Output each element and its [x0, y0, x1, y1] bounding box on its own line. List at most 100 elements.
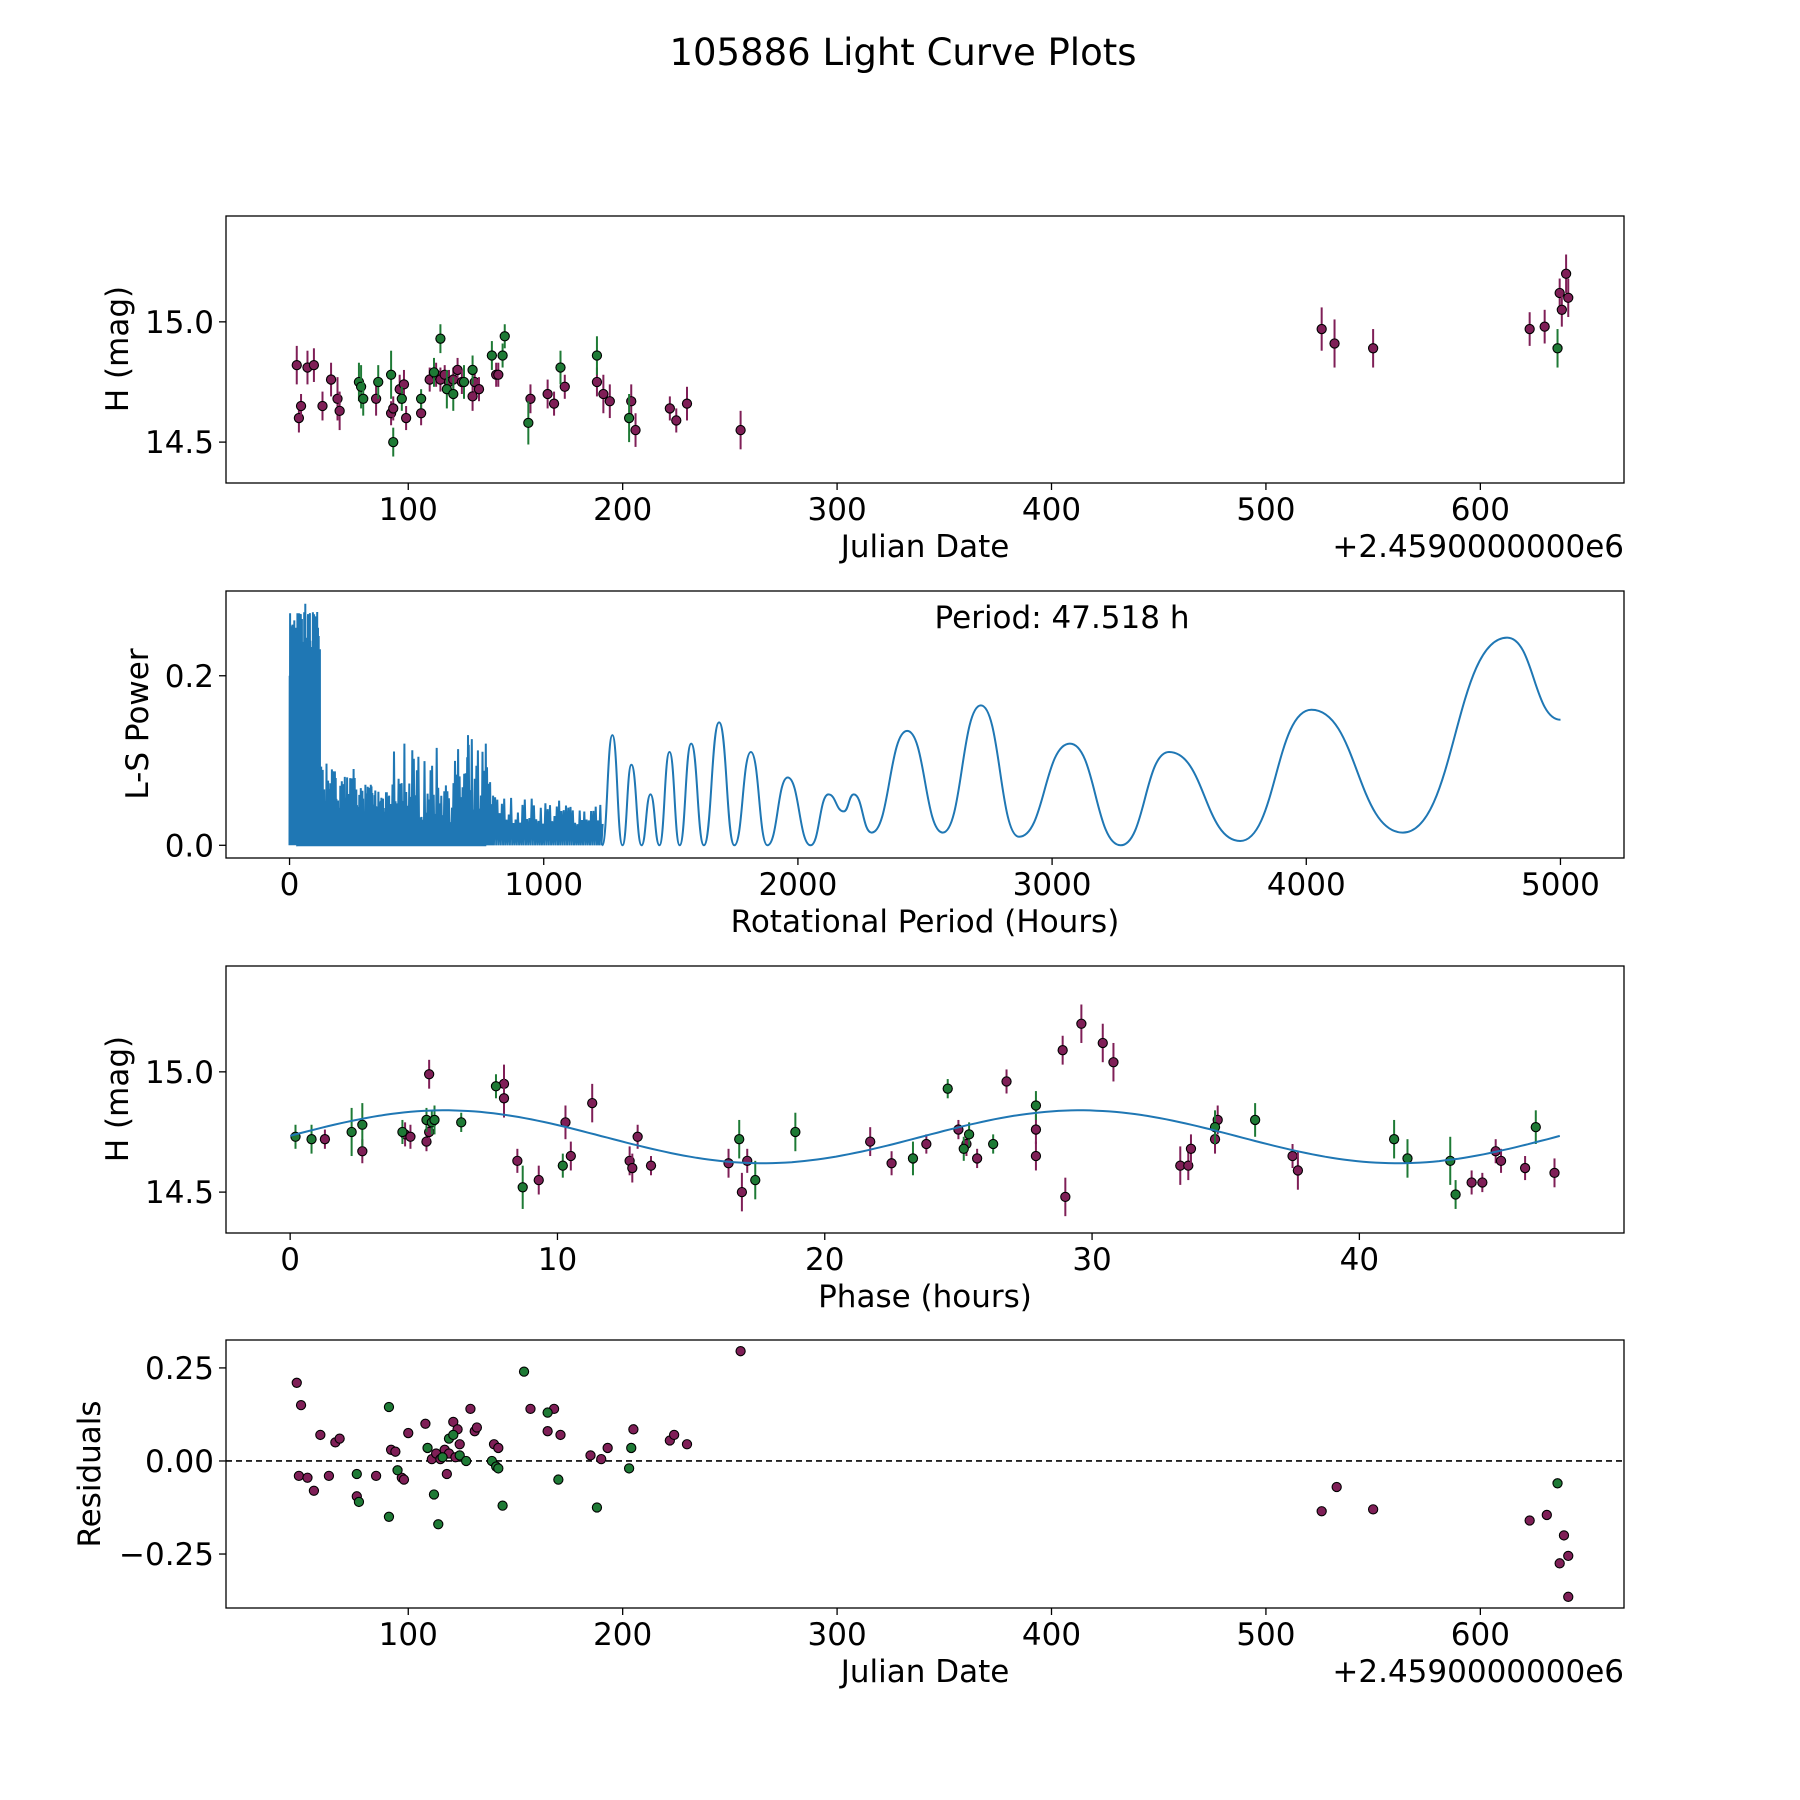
- sine-model-line: [289, 1109, 1561, 1165]
- data-point-o: [628, 1424, 639, 1435]
- data-point-c: [383, 1401, 395, 1413]
- data-point-c: [422, 1442, 433, 1454]
- phased-x-label: Phase (hours): [818, 1279, 1032, 1315]
- data-point-o: [293, 1470, 305, 1482]
- x-tick-label: 40: [1340, 1242, 1379, 1278]
- phased-y-ticks: 15.0 14.5: [145, 1055, 226, 1211]
- data-point-c: [435, 333, 446, 344]
- data-point-o: [525, 393, 536, 404]
- data-point-o: [493, 1442, 504, 1454]
- periodogram-y-ticks: 0.0 0.2: [165, 659, 226, 864]
- data-point-o: [736, 1186, 748, 1198]
- y-tick-label: 14.5: [145, 425, 214, 461]
- data-point-c: [353, 1496, 365, 1508]
- data-point-o: [1558, 1530, 1570, 1541]
- data-point-c: [542, 1407, 553, 1418]
- data-point-o: [1367, 1504, 1379, 1515]
- data-point-c: [415, 393, 427, 404]
- x-tick-label: 10: [538, 1242, 577, 1278]
- data-point-o: [390, 1446, 401, 1457]
- data-point-o: [388, 403, 399, 414]
- data-point-c: [907, 1153, 919, 1164]
- data-point-c: [437, 1452, 448, 1463]
- data-point-o: [604, 396, 615, 407]
- y-tick-label: 0.25: [145, 1351, 214, 1387]
- phased-x-ticks: 0 10 20 30 40: [280, 1233, 1379, 1278]
- data-point-c: [734, 1134, 745, 1145]
- data-point-c: [988, 1138, 999, 1150]
- data-point-o: [370, 393, 382, 404]
- data-point-c: [385, 369, 397, 380]
- data-point-c: [553, 1474, 564, 1485]
- data-point-c: [454, 1450, 465, 1461]
- x-tick-label: 100: [379, 492, 438, 528]
- lightcurve-panel: 100 200 300 400 500 600 15.014.5 Julian Date …: [100, 215, 1625, 565]
- data-point-c: [346, 1126, 357, 1138]
- y-tick-label: 15.0: [145, 305, 214, 341]
- data-point-o: [587, 1097, 598, 1109]
- phased-points: [289, 1004, 1561, 1217]
- data-point-c: [358, 393, 369, 404]
- x-tick-label: 20: [805, 1242, 844, 1278]
- data-point-o: [302, 1472, 313, 1483]
- y-tick-label: 0.2: [165, 659, 214, 695]
- data-point-c: [355, 381, 367, 392]
- data-point-o: [332, 393, 343, 404]
- periodogram-x-ticks: 0 1000 2000 3000 4000 5000: [280, 858, 1600, 903]
- data-point-o: [315, 1429, 326, 1441]
- data-point-o: [334, 405, 345, 416]
- data-point-o: [1554, 287, 1565, 299]
- data-point-o: [591, 376, 603, 388]
- y-tick-label: 14.5: [145, 1175, 214, 1211]
- data-point-o: [742, 1155, 753, 1166]
- data-point-o: [585, 1450, 596, 1461]
- data-point-o: [627, 1162, 638, 1174]
- data-point-o: [1563, 1591, 1574, 1602]
- data-point-c: [433, 1519, 444, 1530]
- data-point-o: [1524, 323, 1535, 335]
- data-point-o: [971, 1153, 983, 1164]
- data-point-o: [681, 398, 693, 409]
- y-tick-label: 0.00: [145, 1444, 214, 1480]
- periodogram-y-label: L-S Power: [120, 648, 156, 799]
- y-tick-label: 15.0: [145, 1055, 214, 1091]
- data-point-c: [523, 417, 534, 429]
- data-point-c: [1450, 1189, 1461, 1200]
- data-point-o: [1519, 1162, 1531, 1174]
- data-point-c: [448, 1429, 459, 1441]
- data-point-o: [319, 1134, 331, 1145]
- data-point-c: [429, 1114, 440, 1126]
- data-point-o: [632, 1131, 643, 1142]
- data-point-o: [596, 1453, 607, 1465]
- data-point-o: [424, 1069, 435, 1080]
- data-point-c: [1530, 1122, 1541, 1133]
- data-point-o: [295, 400, 307, 412]
- residuals-axes-frame: [225, 1339, 1625, 1609]
- data-point-o: [1057, 1045, 1068, 1056]
- data-point-o: [357, 1146, 368, 1157]
- data-point-c: [942, 1083, 953, 1094]
- data-point-o: [295, 1399, 307, 1411]
- data-point-c: [518, 1366, 530, 1377]
- data-point-o: [555, 1429, 566, 1441]
- data-point-o: [1060, 1191, 1071, 1203]
- data-point-c: [373, 376, 384, 388]
- data-point-o: [1524, 1515, 1535, 1526]
- lightcurve-y-label: H (mag): [100, 286, 136, 412]
- data-point-c: [428, 1489, 440, 1500]
- x-tick-label: 2000: [758, 867, 837, 903]
- data-point-c: [306, 1134, 317, 1145]
- lightcurve-y-ticks: 15.0 14.5: [145, 305, 226, 461]
- phased-panel: 0 10 20 30 40 15.0 14.5 Phase (hours) H (mag): [100, 965, 1625, 1315]
- data-point-o: [525, 1403, 536, 1415]
- data-point-c: [1030, 1100, 1042, 1111]
- data-point-o: [467, 391, 478, 402]
- periodogram-annotation: Period: 47.518 h: [935, 600, 1190, 636]
- data-point-o: [1316, 1506, 1327, 1517]
- data-point-c: [448, 388, 459, 400]
- periodogram-curve: [288, 603, 1561, 847]
- data-point-c: [499, 331, 510, 342]
- data-point-o: [1030, 1150, 1042, 1162]
- data-point-o: [1495, 1155, 1507, 1166]
- data-point-c: [1552, 1478, 1563, 1489]
